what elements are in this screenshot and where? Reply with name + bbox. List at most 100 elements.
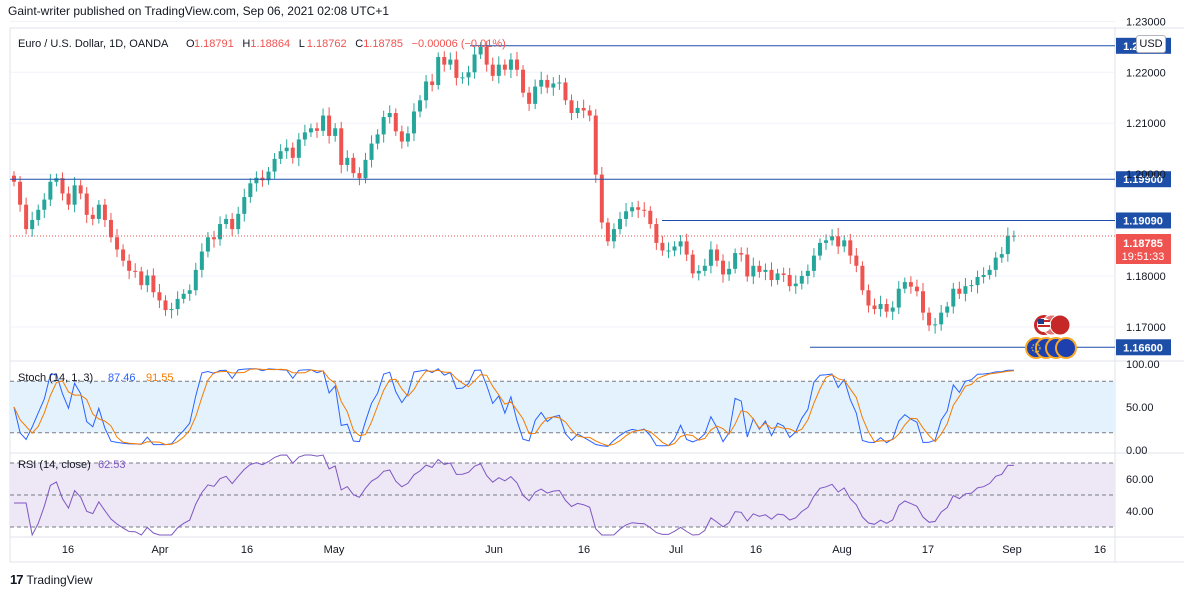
candle-body: [333, 128, 338, 136]
stoch-tick-label: 0.00: [1126, 445, 1147, 457]
time-axis[interactable]: 16 Apr 16 May Jun 16 Jul 16 Aug 17 Sep 16: [62, 544, 1106, 556]
candle-body: [327, 115, 332, 136]
candle-body: [745, 254, 750, 277]
candle-body: [169, 309, 174, 311]
current-price-tag: 1.18785 19:51:33: [1116, 234, 1171, 265]
candle-body: [854, 255, 859, 266]
candle-body: [405, 133, 410, 142]
time-tick-label: Sep: [1002, 544, 1022, 556]
time-tick-label: 16: [62, 544, 74, 556]
candle-body: [921, 291, 925, 313]
chart-legend-title: Euro / U.S. Dollar, 1D, OANDA: [18, 38, 169, 50]
candle-body: [775, 273, 780, 281]
candle-body: [630, 207, 635, 212]
candle-body: [381, 117, 386, 135]
candle-body: [448, 59, 453, 65]
candle-body: [999, 254, 1004, 258]
candle-body: [569, 100, 574, 114]
candle-body: [430, 81, 435, 86]
time-tick-label: Jul: [669, 544, 683, 556]
time-tick-label: 16: [1094, 544, 1106, 556]
candle-body: [72, 185, 77, 205]
candle-body: [411, 111, 416, 134]
candle-body: [478, 46, 483, 55]
stoch-tick-label: 50.00: [1126, 402, 1154, 414]
level-label-bg: [1116, 171, 1171, 188]
candle-body: [605, 222, 610, 242]
candle-body: [987, 269, 992, 275]
candle-body: [793, 283, 798, 287]
candle-body: [42, 199, 47, 210]
candle-body: [369, 143, 374, 160]
price-tick-label: 1.23000: [1126, 16, 1166, 28]
candle-body: [660, 242, 665, 251]
candle-body: [624, 211, 629, 219]
candle-body: [424, 81, 429, 101]
candle-body: [60, 178, 65, 194]
ohlc-key-C: C: [355, 38, 363, 50]
ohlc-legend: O 1.18791 H 1.18864 L 1.18762 C 1.18785 −0.00006…: [186, 38, 506, 50]
time-tick-label: 17: [922, 544, 934, 556]
candle-body: [805, 270, 810, 276]
candle-body: [133, 270, 138, 272]
candle-body: [751, 265, 756, 277]
candle-body: [993, 257, 998, 270]
candle-body: [163, 300, 168, 311]
candle-body: [836, 236, 841, 247]
candle-body: [242, 197, 247, 214]
ohlc-value-C: 1.18785: [363, 38, 403, 50]
stoch-pane: [10, 368, 1115, 447]
level-label: 1.16600: [1123, 342, 1163, 354]
candle-body: [230, 218, 235, 230]
price-axis[interactable]: 1.23000 1.22000 1.21000 1.20000 1.18000 1.170…: [1126, 16, 1166, 518]
tradingview-brand[interactable]: 17 TradingView: [10, 572, 93, 587]
candle-body: [418, 100, 423, 112]
currency-button[interactable]: USD: [1136, 35, 1166, 53]
rsi-line: [14, 454, 1014, 537]
level-label-bg: [1116, 212, 1171, 229]
candle-body: [442, 57, 447, 65]
candle-body: [618, 218, 622, 230]
candle-body: [896, 288, 901, 308]
candle-body: [272, 158, 277, 172]
candle-body: [1005, 235, 1010, 255]
candle-body: [533, 86, 538, 104]
candle-body: [102, 204, 107, 220]
candle-body: [545, 79, 550, 88]
ohlc-value-H: 1.18864: [250, 38, 290, 50]
candle-body: [211, 237, 216, 240]
level-label-bg: [1116, 339, 1171, 356]
eu-economic-events-icon[interactable]: [1025, 337, 1077, 359]
candle-body: [199, 251, 204, 270]
candle-body: [18, 181, 23, 205]
candle-body: [466, 72, 471, 78]
candle-body: [842, 240, 847, 247]
candle-body: [769, 269, 774, 281]
candle-body: [927, 312, 932, 326]
candle-body: [181, 293, 186, 299]
candle-body: [218, 224, 223, 240]
candle-body: [205, 237, 210, 252]
candle-body: [648, 210, 653, 225]
candle-body: [636, 207, 641, 210]
candle-body: [351, 157, 356, 174]
candle-body: [672, 246, 677, 251]
us-economic-events-icon[interactable]: [1034, 314, 1071, 336]
candle-body: [375, 134, 380, 144]
candle-body: [66, 193, 71, 205]
current-price-tag-bg: [1116, 234, 1171, 265]
ohlc-change: −0.00006 (−0.01%): [412, 38, 506, 50]
candle-body: [969, 285, 974, 287]
candle-body: [690, 254, 695, 274]
candle-body: [296, 139, 301, 158]
price-tick-label: 1.22000: [1126, 67, 1166, 79]
candle-body: [866, 290, 871, 306]
candle-body: [878, 303, 883, 310]
candle-body: [933, 324, 938, 326]
candle-body: [496, 64, 501, 76]
candle-body: [884, 303, 889, 312]
candle-body: [84, 193, 89, 215]
